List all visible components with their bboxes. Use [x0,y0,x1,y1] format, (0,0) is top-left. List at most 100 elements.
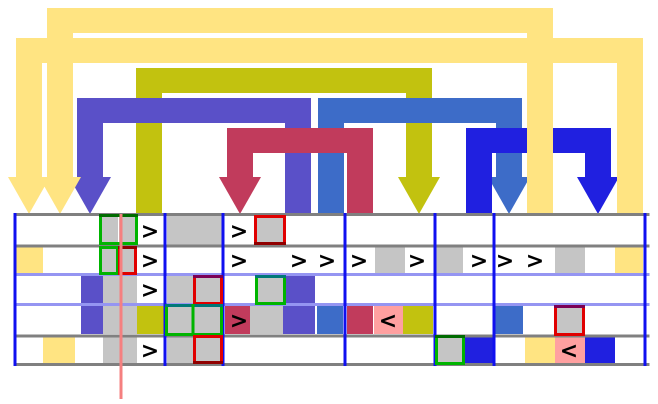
cell-symbol: > [496,249,514,274]
grid-cell-row4 [81,306,103,334]
arrow-shaft-crimson [227,153,253,179]
annotation-box-top-row4-red [554,305,585,308]
grid-cell-row3 [283,276,315,303]
grid-cell-row2 [101,247,117,273]
grid-cell-row5 [103,337,120,363]
arrowhead-icon-yellow-outer [39,177,81,214]
grid-cell-row1 [167,216,222,245]
grid-cell-row4 [225,306,250,334]
arrow-shaft-bright-blue [585,153,611,179]
row-line [13,363,650,366]
grid-cell-row1 [119,216,137,245]
arrow-bar-olive [136,68,432,93]
marker-line [119,214,123,399]
row-line [13,273,650,276]
annotation-box-top-row2-red [118,246,137,249]
grid-cell-row3 [195,276,221,303]
grid-cell-row5 [437,337,463,363]
grid-cell-row4 [250,306,284,334]
grid-cell-row4 [403,306,433,334]
annotation-box-bottom-row1-red [254,242,286,245]
arrow-bar-crimson [227,128,373,153]
grid-cell-row5 [555,337,585,363]
annotation-box-top-row3-red [193,275,223,278]
arrow-bar-purple [77,98,311,123]
arrowhead-icon-purple [69,177,111,214]
grid-cell-row4 [137,306,164,334]
grid-cell-row4 [120,306,137,334]
cell-symbol: < [560,339,578,364]
grid-cell-row2 [375,247,405,273]
grid-cell-row4 [556,306,583,334]
grid-cell-row2 [120,247,135,273]
grid-cell-row5 [195,337,221,363]
cell-symbol: > [408,249,426,274]
arrow-shaft-bright-blue [466,153,492,216]
cell-symbol: > [230,220,248,245]
section-line [492,213,496,366]
row-line [13,213,650,216]
grid-cell-row5 [525,337,555,363]
grid-cell-row4 [167,306,192,334]
section-line [643,213,647,366]
section-line [163,213,167,366]
cell-symbol: > [230,249,248,274]
grid-cell-row3 [167,276,193,303]
cell-symbol: > [470,249,488,274]
annotation-box-bottom-row5-red [193,361,223,364]
section-line [343,213,347,366]
annotation-box-row2-green [99,246,119,275]
grid-cell-row5 [120,337,137,363]
grid-cell-row2 [615,247,643,273]
arrow-bar-yellow-inner [16,38,643,63]
grid-cell-row4 [283,306,315,334]
grid-cell-row5 [585,337,615,363]
row-line [13,334,650,338]
grid-cell-row3 [81,276,103,303]
grid-cell-row5 [43,337,75,363]
cell-symbol: > [290,249,308,274]
annotation-box-top-row1-green-pair [99,214,138,217]
grid-cell-row4 [374,306,403,334]
arrowhead-icon-crimson [219,177,261,214]
section-line [13,213,17,366]
cell-symbol: > [318,249,336,274]
cell-symbol: > [141,339,159,364]
arrow-bar-royal-blue [318,98,522,123]
cell-symbol: > [230,309,248,334]
arrowhead-icon-yellow-inner [8,177,50,214]
annotation-box-top-row5-green [435,335,465,338]
grid-cell-row5 [464,337,493,363]
grid-cell-row4 [317,306,343,334]
arrow-shaft-purple [77,123,103,179]
arrowhead-icon-bright-blue [577,177,619,214]
arrow-shaft-yellow-outer [527,33,553,216]
cell-symbol: > [350,249,368,274]
grid-cell-row2 [15,247,43,273]
cell-symbol: < [379,309,397,334]
row-line [13,244,650,248]
grid-cell-row1 [257,216,284,245]
cell-symbol: > [526,249,544,274]
annotation-box-top-row3-green [255,275,286,278]
grid-cell-row4 [194,306,221,334]
cell-symbol: > [141,249,159,274]
grid-cell-row4 [103,306,120,334]
grid-cell-row3 [120,276,137,303]
arrow-shaft-yellow-inner [617,63,643,216]
grid-cell-row5 [167,337,193,363]
cell-symbol: > [141,279,159,304]
grid-cell-row3 [103,276,120,303]
grid-cell-row1 [101,216,118,245]
arrowhead-icon-olive [398,177,440,214]
arrow-shaft-yellow-inner [16,63,42,179]
grid-cell-row4 [347,306,373,334]
arrowhead-icon-royal-blue [488,177,530,214]
grid-cell-row4 [493,306,523,334]
annotation-box-divider-row4-green-pair [191,304,195,336]
grid-cell-row2 [435,247,463,273]
arrow-shaft-crimson [347,153,373,216]
grid-cell-row3 [257,276,284,303]
